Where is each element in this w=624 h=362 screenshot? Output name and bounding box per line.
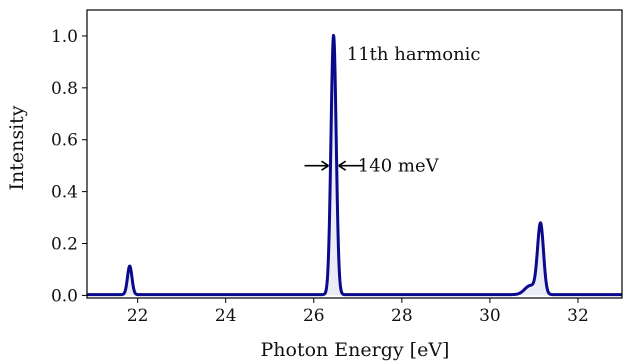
fwhm-arrowhead-left [321, 160, 329, 171]
series-0-line [87, 33, 622, 297]
axes: 22 24 26 28 30 32 0.0 0.2 0.4 0.6 0.8 1.0 [51, 9, 623, 326]
y-tick-label-5: 1.0 [51, 27, 78, 47]
y-tick-label-1: 0.2 [51, 235, 78, 255]
y-tick-label-2: 0.4 [51, 183, 78, 203]
x-tick-label-3: 28 [391, 306, 413, 326]
y-tick-label-0: 0.0 [51, 286, 78, 306]
x-tick-label-2: 26 [303, 306, 325, 326]
plot-area [87, 33, 622, 297]
x-axis-label: Photon Energy [eV] [261, 339, 450, 361]
y-tick-label-3: 0.6 [51, 131, 78, 151]
fwhm-annotation: 140 meV [358, 156, 440, 177]
harmonic-annotation: 11th harmonic [347, 44, 481, 65]
plot-frame [86, 9, 623, 299]
x-tick-label-0: 22 [127, 306, 149, 326]
x-tick-label-4: 30 [479, 306, 501, 326]
y-tick-label-4: 0.8 [51, 79, 78, 99]
x-tick-label-1: 24 [215, 306, 237, 326]
fwhm-arrowhead-right [338, 160, 347, 171]
x-tick-label-5: 32 [567, 306, 589, 326]
y-axis-label: Intensity [6, 105, 28, 190]
